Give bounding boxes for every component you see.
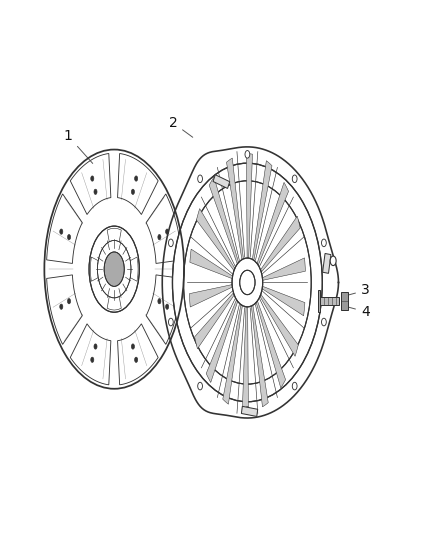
Polygon shape [194, 293, 234, 349]
Ellipse shape [67, 298, 71, 304]
Ellipse shape [60, 229, 63, 235]
Ellipse shape [166, 229, 169, 235]
Bar [318, 290, 320, 312]
Ellipse shape [134, 357, 138, 362]
Ellipse shape [198, 382, 202, 390]
Ellipse shape [91, 176, 94, 181]
Ellipse shape [240, 270, 255, 295]
Polygon shape [146, 275, 182, 344]
Ellipse shape [186, 185, 309, 380]
Ellipse shape [184, 181, 311, 384]
Polygon shape [246, 154, 252, 258]
Ellipse shape [60, 304, 63, 309]
Polygon shape [189, 285, 232, 307]
Polygon shape [117, 154, 158, 214]
Polygon shape [260, 294, 298, 357]
Ellipse shape [169, 239, 173, 247]
Ellipse shape [158, 298, 161, 304]
Bar [323, 254, 331, 273]
Ellipse shape [292, 382, 297, 390]
Ellipse shape [131, 344, 134, 349]
Text: 3: 3 [348, 284, 370, 297]
Polygon shape [162, 147, 339, 418]
Polygon shape [90, 257, 103, 281]
Bar [241, 406, 258, 416]
Polygon shape [206, 300, 238, 383]
Ellipse shape [131, 189, 134, 195]
Polygon shape [70, 324, 111, 385]
Polygon shape [242, 307, 248, 411]
Polygon shape [262, 286, 305, 316]
Text: 1: 1 [64, 130, 93, 164]
Polygon shape [223, 304, 242, 404]
Ellipse shape [104, 252, 124, 286]
Bar [341, 292, 348, 310]
Polygon shape [107, 228, 121, 251]
Ellipse shape [330, 256, 336, 265]
Polygon shape [257, 182, 289, 265]
Ellipse shape [89, 226, 139, 312]
Ellipse shape [152, 131, 343, 434]
Polygon shape [252, 160, 272, 260]
Polygon shape [262, 258, 305, 280]
Ellipse shape [134, 176, 138, 181]
Polygon shape [47, 194, 82, 263]
Polygon shape [47, 275, 82, 344]
Polygon shape [256, 301, 286, 388]
Ellipse shape [45, 151, 184, 387]
Polygon shape [125, 257, 138, 281]
Polygon shape [146, 194, 182, 263]
Ellipse shape [67, 235, 71, 240]
Ellipse shape [292, 175, 297, 183]
Ellipse shape [321, 318, 326, 326]
Polygon shape [261, 216, 300, 272]
Ellipse shape [169, 318, 173, 326]
Polygon shape [197, 208, 235, 271]
Bar [318, 297, 339, 305]
Ellipse shape [245, 150, 250, 158]
Polygon shape [70, 154, 111, 214]
Bar [213, 175, 230, 189]
Polygon shape [107, 288, 121, 310]
Ellipse shape [94, 189, 97, 195]
Ellipse shape [94, 344, 97, 349]
Polygon shape [226, 158, 244, 260]
Text: 4: 4 [348, 305, 370, 319]
Ellipse shape [97, 240, 131, 298]
Ellipse shape [245, 407, 250, 414]
Ellipse shape [198, 175, 202, 183]
Ellipse shape [321, 239, 326, 247]
Ellipse shape [158, 235, 161, 240]
Ellipse shape [166, 304, 169, 309]
Ellipse shape [91, 357, 94, 362]
Polygon shape [209, 177, 239, 264]
Ellipse shape [232, 258, 263, 307]
Ellipse shape [173, 163, 322, 402]
Polygon shape [117, 324, 158, 385]
Polygon shape [190, 249, 233, 279]
Polygon shape [251, 305, 268, 407]
Text: 2: 2 [169, 116, 193, 138]
